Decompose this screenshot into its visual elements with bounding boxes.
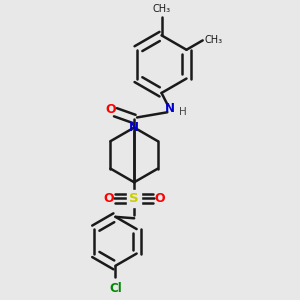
Text: O: O bbox=[103, 192, 113, 205]
Text: N: N bbox=[129, 121, 139, 134]
Text: O: O bbox=[105, 103, 116, 116]
Text: Cl: Cl bbox=[109, 282, 122, 295]
Text: CH₃: CH₃ bbox=[152, 4, 171, 14]
Text: N: N bbox=[165, 102, 175, 115]
Text: O: O bbox=[155, 192, 165, 205]
Text: H: H bbox=[179, 107, 187, 117]
Text: S: S bbox=[129, 192, 139, 205]
Text: CH₃: CH₃ bbox=[204, 35, 222, 45]
